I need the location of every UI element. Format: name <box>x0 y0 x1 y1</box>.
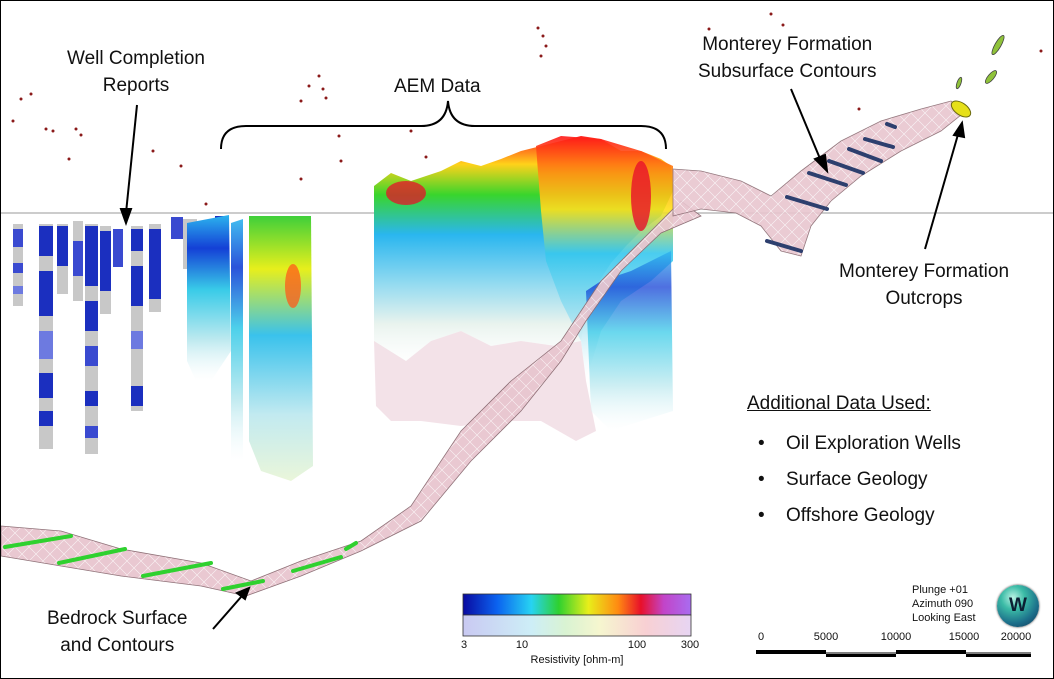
looking-text: Looking East <box>912 612 976 624</box>
list-item: • Oil Exploration Wells <box>758 433 961 454</box>
scale-tick: 15000 <box>948 631 980 643</box>
legend-title: Resistivity [ohm-m] <box>530 654 624 666</box>
well-completion-columns <box>13 216 227 454</box>
label-arrows <box>119 88 966 630</box>
legend-tick: 3 <box>460 639 468 651</box>
monterey-outcrops-shapes <box>950 34 1005 118</box>
compass-letter: W <box>1009 595 1027 616</box>
label-monterey-outcrops-line2: Outcrops <box>885 288 963 309</box>
label-monterey-contours-line2: Subsurface Contours <box>698 61 877 82</box>
resistivity-legend <box>462 593 692 637</box>
legend-tick: 10 <box>515 639 529 651</box>
scale-tick: 5000 <box>813 631 839 643</box>
label-monterey-contours-line1: Monterey Formation <box>702 34 873 55</box>
plunge-text: Plunge +01 <box>912 584 968 596</box>
scale-tick: 10000 <box>880 631 912 643</box>
aem-resistivity-sections <box>187 136 673 481</box>
label-well-completion-reports: Well Completion Reports <box>67 45 205 99</box>
distance-scale-bar <box>756 650 1031 657</box>
label-monterey-contours: Monterey Formation Subsurface Contours <box>698 31 877 85</box>
legend-tick: 300 <box>680 639 700 651</box>
label-monterey-outcrops-line1: Monterey Formation <box>839 261 1010 282</box>
label-bedrock-line1: Bedrock Surface <box>47 608 188 629</box>
aem-bracket <box>220 100 667 150</box>
label-bedrock-surface: Bedrock Surface and Contours <box>47 605 187 659</box>
legend-bar-saturated <box>462 593 692 616</box>
legend-tick: 100 <box>627 639 647 651</box>
azimuth-text: Azimuth 090 <box>912 598 974 610</box>
compass-icon: W <box>997 585 1039 627</box>
label-well-line2: Reports <box>102 75 170 96</box>
scale-tick: 0 <box>757 631 765 643</box>
list-item: • Offshore Geology <box>758 505 935 526</box>
oil-exploration-well-dots <box>11 12 1043 206</box>
bedrock-contours <box>3 534 358 591</box>
view-orientation: Plunge +01 Azimuth 090 Looking East <box>912 583 976 625</box>
list-item: • Surface Geology <box>758 469 928 490</box>
label-bedrock-line2: and Contours <box>60 635 175 656</box>
additional-data-title: Additional Data Used: <box>747 393 931 414</box>
label-well-line1: Well Completion <box>67 48 205 69</box>
scale-tick: 20000 <box>1000 631 1032 643</box>
additional-data-list: • Oil Exploration Wells • Surface Geology … <box>758 431 961 539</box>
monterey-contours <box>765 122 897 253</box>
legend-bar-pale <box>462 614 692 637</box>
label-aem-data: AEM Data <box>394 76 481 97</box>
label-monterey-outcrops: Monterey Formation Outcrops <box>839 258 1009 312</box>
